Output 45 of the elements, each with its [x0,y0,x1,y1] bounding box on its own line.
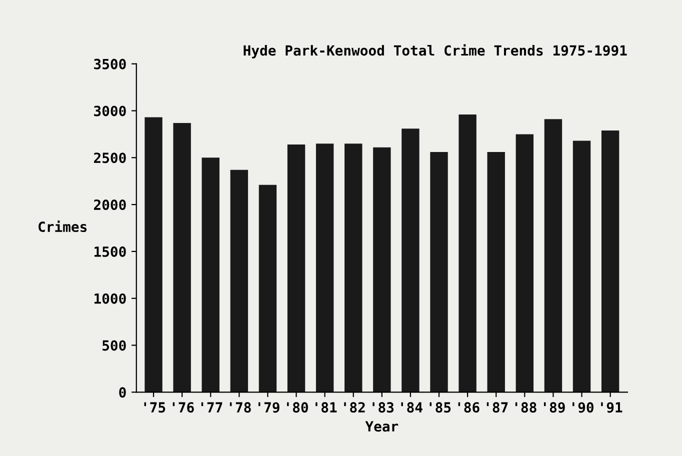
x-tick-label: '83 [372,402,394,413]
bar [173,122,191,392]
y-tick-label: 1000 [94,293,126,304]
bar [544,119,562,392]
bar [144,117,162,392]
x-tick-label: '88 [515,402,536,413]
x-tick-label: '86 [458,402,480,413]
bar [601,130,620,392]
x-tick-label: '89 [544,402,565,413]
x-tick-label: '80 [287,402,308,413]
y-tick-label: 2000 [94,200,126,210]
bar [572,140,591,392]
bar [402,128,420,392]
bar [230,170,248,392]
bar [287,144,306,392]
x-tick-label: '75 [144,402,166,413]
y-tick-label: 2500 [94,152,126,164]
bar [344,144,362,392]
y-tick-label: 1500 [94,246,126,257]
x-tick-label: '85 [430,402,451,413]
bar [487,152,505,392]
bar [373,147,391,392]
bar [316,144,334,392]
x-tick-label: '79 [258,402,280,413]
x-tick-label: '82 [344,402,365,413]
y-tick-label: 0 [119,387,126,398]
x-tick-label: '81 [316,402,337,413]
y-tick-label: 500 [102,340,126,351]
y-axis-title: Crimes [38,220,87,232]
bar [258,184,277,392]
x-tick-label: '78 [230,402,251,413]
y-tick-label: 3500 [94,58,126,70]
bar [430,152,448,392]
x-tick-label: '76 [172,402,194,413]
bar [202,158,220,392]
x-tick-label: '91 [601,402,622,413]
x-axis-title: Year [365,421,398,432]
x-tick-label: '77 [201,402,222,412]
chart-title: Hyde Park-Kenwood Total Crime Trends 1975-1991 [244,44,627,58]
bar [458,114,476,392]
y-tick-label: 3000 [94,106,126,116]
x-tick-label: '84 [401,402,422,413]
bar [516,134,534,392]
x-tick-label: '87 [486,402,508,413]
x-tick-label: '90 [572,402,594,413]
